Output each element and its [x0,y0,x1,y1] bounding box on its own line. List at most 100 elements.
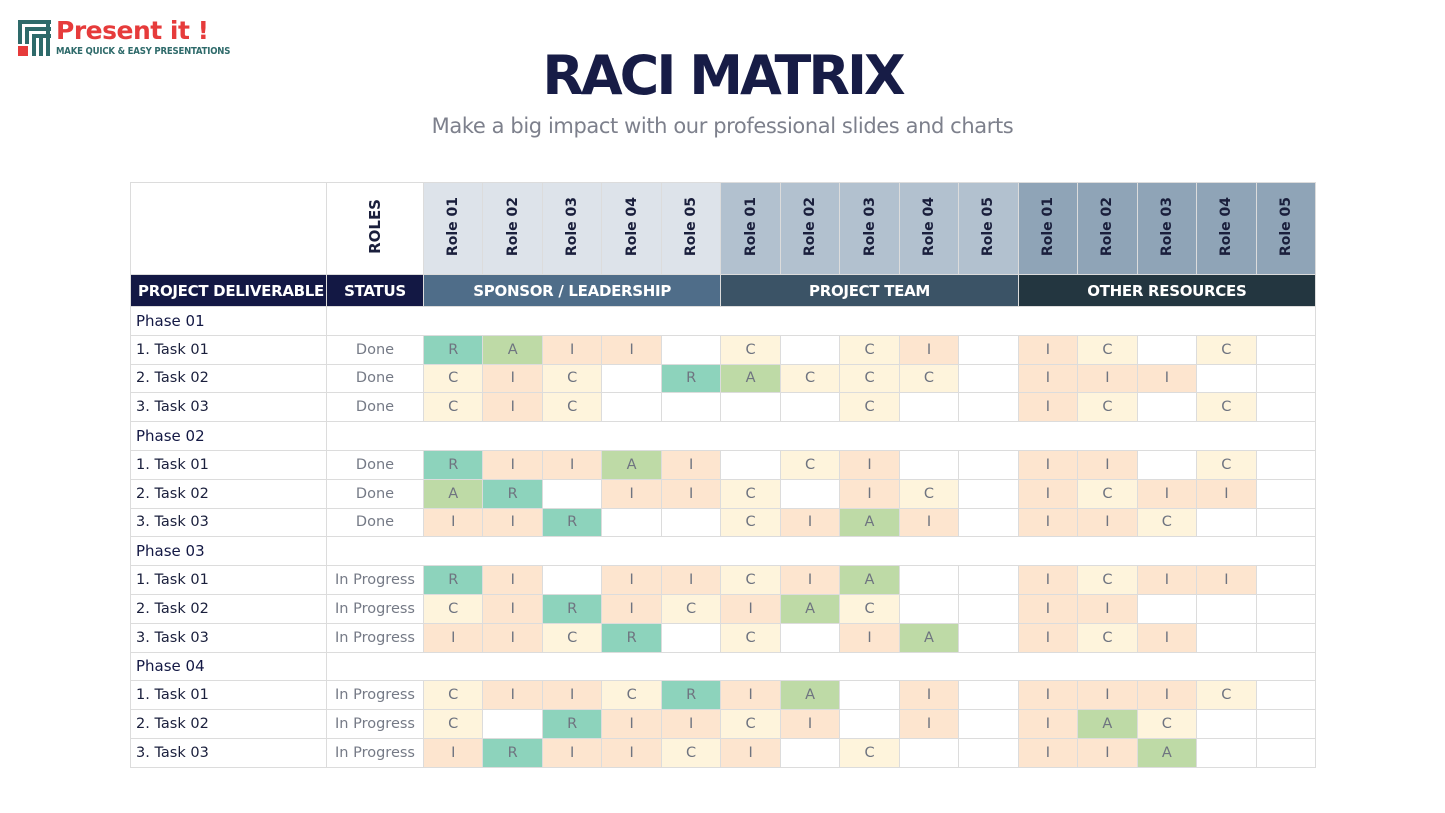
role-header-sponsor-leadership-2: Role 02 [482,182,543,275]
role-header-sponsor-leadership-5: Role 05 [660,182,722,275]
role-header-sponsor-leadership-4: Role 04 [601,182,662,275]
raci-cell: C [839,593,900,624]
raci-cell: I [1136,680,1198,711]
raci-cell: C [1196,680,1257,711]
raci-cell [1255,334,1317,365]
raci-cell [958,507,1019,538]
role-header-project-team-1: Role 01 [720,182,781,275]
raci-cell: C [898,478,960,509]
raci-cell [958,392,1019,423]
raci-cell: I [1017,709,1079,739]
raci-cell [958,334,1019,365]
task-label: 1. Task 01 [130,680,327,711]
phase-row: Phase 02 [130,421,1317,451]
task-status: Done [326,392,424,423]
role-header-sponsor-leadership-3: Role 03 [541,182,603,275]
raci-cell: R [541,507,603,538]
group-header-row: PROJECT DELIVERABLE STATUS SPONSOR / LEA… [130,274,1317,307]
raci-cell: C [720,622,781,653]
logo: Present it ! MAKE QUICK & EASY PRESENTAT… [18,18,230,57]
raci-cell: I [839,478,900,509]
raci-cell: I [1077,507,1138,538]
raci-cell: I [601,709,662,739]
phase-filler [325,306,1317,336]
raci-cell: I [601,478,662,509]
raci-cell: I [660,709,722,739]
group-header-sponsor-leadership: SPONSOR / LEADERSHIP [422,274,722,307]
table-row: 3. Task 03 Done C I C C I C C [130,392,1317,423]
raci-cell: C [898,363,960,394]
raci-cell [1255,680,1317,711]
role-header-row: ROLES Role 01 Role 02 Role 03 Role 04 Role 0… [130,182,1317,275]
raci-cell: A [839,565,900,595]
raci-cell: I [1077,363,1138,394]
raci-cell [1255,449,1317,480]
raci-cell: C [601,680,662,711]
raci-cell: C [839,363,900,394]
role-header-project-team-3: Role 03 [839,182,900,275]
raci-cell: I [1196,565,1257,595]
task-label: 2. Task 02 [130,478,327,509]
raci-cell: I [720,737,781,768]
raci-cell [779,334,841,365]
raci-cell [1255,709,1317,739]
raci-cell [839,680,900,711]
raci-cell: C [422,680,484,711]
phase-label: Phase 02 [130,421,327,451]
phase-filler [325,651,1317,682]
raci-cell [1255,593,1317,624]
raci-cell: C [720,565,781,595]
raci-cell: I [1017,737,1079,768]
raci-cell: C [720,507,781,538]
raci-cell: C [541,622,603,653]
status-header: STATUS [326,274,424,307]
raci-cell [1196,709,1257,739]
raci-cell: I [482,449,543,480]
role-label: Role 02 [504,196,521,257]
raci-cell: A [422,478,484,509]
raci-cell: R [660,680,722,711]
role-label: Role 02 [802,196,819,257]
raci-cell: I [482,680,543,711]
raci-cell [898,565,960,595]
raci-cell: R [660,363,722,394]
raci-cell: I [1017,478,1079,509]
task-status: Done [326,478,424,509]
role-label: Role 05 [683,196,700,257]
raci-cell: I [422,622,484,653]
task-status: In Progress [326,709,424,739]
raci-cell: I [839,622,900,653]
raci-cell [1255,622,1317,653]
logo-mark-icon [18,20,51,56]
raci-cell [660,392,722,423]
task-label: 2. Task 02 [130,363,327,394]
raci-cell: I [898,709,960,739]
raci-cell [1196,363,1257,394]
task-status: In Progress [326,622,424,653]
raci-cell: I [779,565,841,595]
raci-cell [1255,478,1317,509]
task-label: 1. Task 01 [130,334,327,365]
role-label: Role 04 [1218,196,1235,257]
role-label: Role 03 [1158,196,1175,257]
raci-cell: C [779,449,841,480]
role-header-project-team-4: Role 04 [898,182,960,275]
role-label: Role 01 [742,196,759,257]
roles-label: ROLES [366,199,384,254]
raci-cell [958,737,1019,768]
raci-cell: I [541,334,603,365]
phase-filler [325,536,1317,567]
raci-cell [601,507,662,538]
raci-cell: I [1017,593,1079,624]
raci-cell: I [720,680,781,711]
raci-cell [660,622,722,653]
table-row: 3. Task 03 In Progress I R I I C I C I I A [130,737,1317,768]
raci-cell: C [1077,392,1138,423]
role-header-other-resources-5: Role 05 [1255,182,1317,275]
raci-cell: A [1136,737,1198,768]
raci-cell: R [422,334,484,365]
raci-cell: C [1196,334,1257,365]
raci-cell: C [1136,709,1198,739]
raci-cell [541,478,603,509]
raci-cell: I [422,737,484,768]
